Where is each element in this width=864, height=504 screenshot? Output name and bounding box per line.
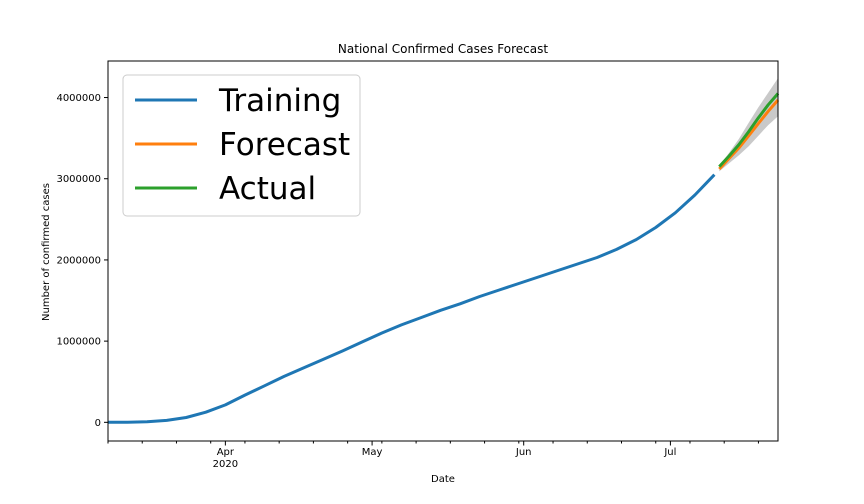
x-tick-label: Jul	[663, 447, 676, 458]
y-tick-label: 3000000	[56, 174, 101, 185]
legend-label-forecast: Forecast	[219, 127, 350, 163]
y-axis-label: Number of confirmed cases	[41, 183, 52, 321]
series-line-forecast	[718, 99, 780, 171]
series-layer	[107, 92, 780, 424]
chart-title: National Confirmed Cases Forecast	[338, 42, 548, 56]
x-tick-label: May	[362, 447, 383, 458]
series-line-actual	[718, 92, 780, 168]
y-tick-label: 1000000	[56, 337, 101, 348]
x-tick-sublabel: 2020	[213, 459, 238, 470]
series-line-training	[107, 173, 716, 424]
y-tick-label: 2000000	[56, 255, 101, 266]
y-tick-label: 4000000	[56, 93, 101, 104]
x-tick-label: Apr	[217, 447, 235, 458]
legend-box	[122, 74, 361, 217]
legend-label-actual: Actual	[219, 171, 316, 207]
legend: Training Forecast Actual	[122, 74, 361, 217]
x-tick-label: Jun	[515, 447, 532, 458]
legend-label-training: Training	[218, 83, 341, 119]
x-axis-label: Date	[431, 474, 455, 485]
y-tick-label: 0	[95, 418, 101, 429]
plot-frame	[107, 60, 779, 442]
